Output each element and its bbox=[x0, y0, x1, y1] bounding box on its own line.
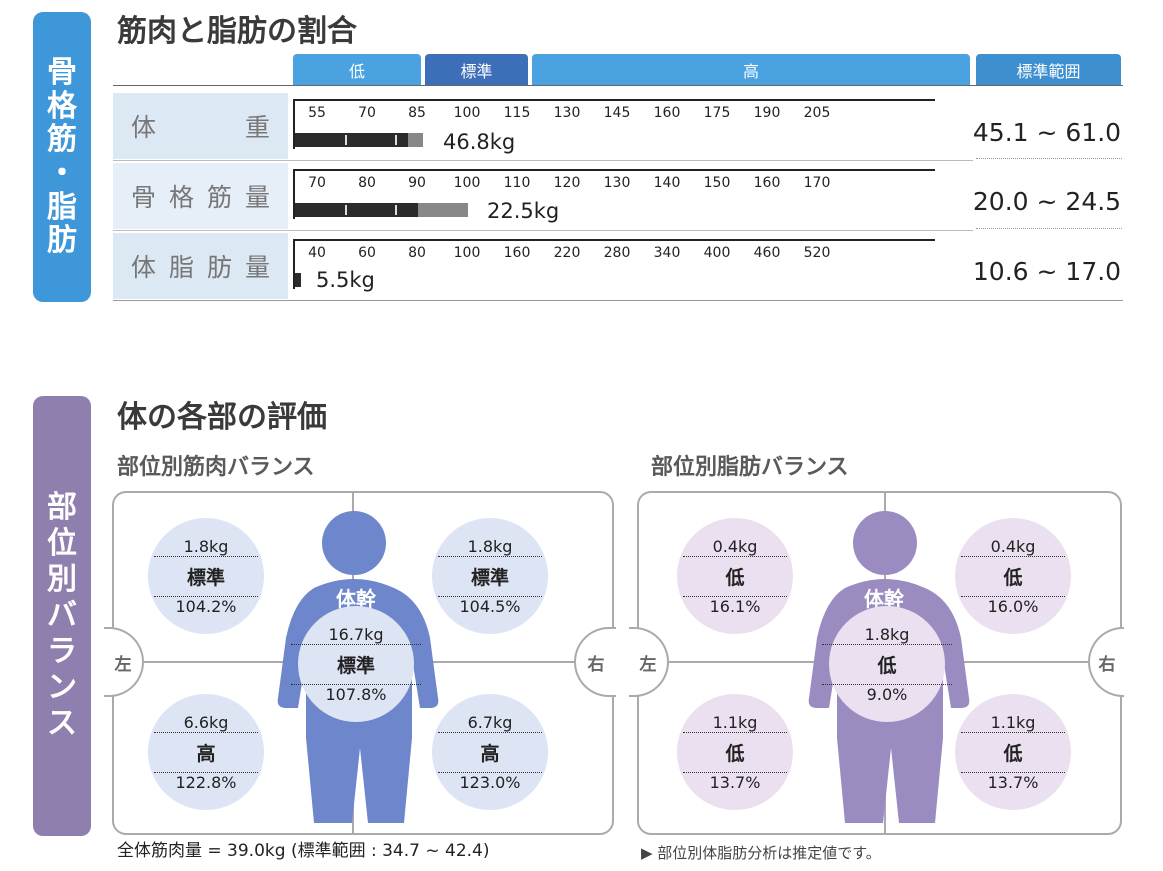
skeletal-muscle-scale: 70 80 90 100 110 120 130 140 150 160 170 bbox=[293, 163, 935, 225]
weight-range: 45.1 ~ 61.0 bbox=[972, 118, 1122, 147]
scale-tick-label: 190 bbox=[753, 105, 781, 121]
fat-balance-subtitle: 部位別脂肪バランス bbox=[651, 455, 849, 480]
scale-tick-label: 130 bbox=[603, 175, 631, 191]
header-standard: 標準 bbox=[425, 54, 528, 85]
fat-left-leg: 1.1kg 低 13.7% bbox=[677, 694, 793, 810]
skeletal-muscle-range: 20.0 ~ 24.5 bbox=[972, 187, 1122, 216]
scale-tick-label: 80 bbox=[358, 175, 376, 191]
value-bar-separator bbox=[345, 135, 347, 145]
weight-scale: 55 70 85 100 115 130 145 160 175 190 205 bbox=[293, 93, 935, 155]
tab-char: 格 bbox=[47, 88, 77, 124]
row-divider bbox=[113, 230, 973, 231]
value-bar-dark bbox=[295, 273, 301, 287]
tab-char: ン bbox=[47, 670, 77, 705]
body-fat-range: 10.6 ~ 17.0 bbox=[972, 257, 1122, 286]
tab-char: 別 bbox=[47, 562, 77, 597]
value-bar-separator bbox=[345, 205, 347, 215]
tab-char: 位 bbox=[47, 526, 77, 561]
scale-tick-label: 520 bbox=[803, 245, 831, 261]
section1-title: 筋肉と脂肪の割合 bbox=[117, 14, 357, 49]
tab-char: 脂 bbox=[47, 189, 77, 225]
scale-tick-label: 150 bbox=[703, 175, 731, 191]
scale-tick-label: 160 bbox=[753, 175, 781, 191]
muscle-left-leg: 6.6kg 高 122.8% bbox=[148, 694, 264, 810]
value-bar-dark bbox=[295, 203, 418, 217]
value-bar bbox=[295, 203, 468, 217]
scale-tick-label: 340 bbox=[653, 245, 681, 261]
value-bar-dark bbox=[295, 133, 408, 147]
muscle-left-arm: 1.8kg 標準 104.2% bbox=[148, 518, 264, 634]
scale-tick-label: 80 bbox=[408, 245, 426, 261]
fat-left-arm: 0.4kg 低 16.1% bbox=[677, 518, 793, 634]
scale-tick-label: 160 bbox=[653, 105, 681, 121]
row-label-skeletal-muscle: 骨 格 筋 量 bbox=[113, 163, 288, 229]
tab-char: ラ bbox=[47, 634, 77, 669]
scale-tick-label: 280 bbox=[603, 245, 631, 261]
skeletal-muscle-value: 22.5kg bbox=[487, 199, 560, 223]
body-fat-scale: 40 60 80 100 160 220 280 340 400 460 520 bbox=[293, 233, 935, 295]
tab-char: 骨 bbox=[47, 55, 77, 91]
fat-right-leg: 1.1kg 低 13.7% bbox=[955, 694, 1071, 810]
tab-char: バ bbox=[47, 598, 77, 633]
scale-tick-label: 140 bbox=[653, 175, 681, 191]
scale-tick-label: 70 bbox=[358, 105, 376, 121]
scale-tick-label: 120 bbox=[553, 175, 581, 191]
scale-tick-label: 130 bbox=[553, 105, 581, 121]
muscle-right-leg: 6.7kg 高 123.0% bbox=[432, 694, 548, 810]
value-bar-separator bbox=[395, 135, 397, 145]
value-bar-light bbox=[418, 203, 468, 217]
header-low: 低 bbox=[293, 54, 421, 85]
scale-tick-label: 460 bbox=[753, 245, 781, 261]
tab-char: 部 bbox=[47, 490, 77, 525]
tab-char: ・ bbox=[47, 156, 77, 191]
header-high: 高 bbox=[532, 54, 970, 85]
scale-tick-label: 85 bbox=[408, 105, 426, 121]
section1-bottom-line bbox=[113, 300, 1123, 301]
muscle-footnote: 全体筋肉量 = 39.0kg (標準範囲 : 34.7 ~ 42.4) bbox=[117, 841, 490, 861]
row-divider bbox=[976, 228, 1122, 229]
fat-right-arm: 0.4kg 低 16.0% bbox=[955, 518, 1071, 634]
row-label-weight: 体 重 bbox=[113, 93, 288, 159]
header-range: 標準範囲 bbox=[976, 54, 1121, 85]
scale-tick-label: 100 bbox=[453, 175, 481, 191]
section-tab-segmental-balance: 部 位 別 バ ラ ン ス bbox=[33, 396, 91, 836]
muscle-right-arm: 1.8kg 標準 104.5% bbox=[432, 518, 548, 634]
scale-tick-label: 400 bbox=[703, 245, 731, 261]
scale-tick-label: 60 bbox=[358, 245, 376, 261]
row-divider bbox=[976, 158, 1122, 159]
scale-tick-label: 170 bbox=[803, 175, 831, 191]
header-underline bbox=[113, 85, 1123, 86]
scale-tick-label: 55 bbox=[308, 105, 326, 121]
tab-char: ス bbox=[47, 706, 77, 741]
muscle-balance-subtitle: 部位別筋肉バランス bbox=[117, 455, 315, 480]
scale-tick-label: 115 bbox=[503, 105, 531, 121]
scale-tick-label: 205 bbox=[803, 105, 831, 121]
row-divider bbox=[113, 160, 973, 161]
scale-tick-label: 145 bbox=[603, 105, 631, 121]
tab-char: 肪 bbox=[47, 223, 77, 259]
scale-tick-label: 110 bbox=[503, 175, 531, 191]
weight-value: 46.8kg bbox=[443, 130, 516, 154]
scale-tick-label: 100 bbox=[453, 245, 481, 261]
scale-tick-label: 70 bbox=[308, 175, 326, 191]
section2-title: 体の各部の評価 bbox=[117, 400, 327, 435]
fat-footnote: ▶ 部位別体脂肪分析は推定値です。 bbox=[641, 844, 881, 862]
section-tab-skeletal-fat: 骨 格 筋 ・ 脂 肪 bbox=[33, 12, 91, 302]
value-bar bbox=[295, 133, 423, 147]
scale-tick-label: 100 bbox=[453, 105, 481, 121]
muscle-trunk: 16.7kg 標準 107.8% bbox=[291, 606, 421, 722]
scale-tick-label: 90 bbox=[408, 175, 426, 191]
tab-char: 筋 bbox=[47, 122, 77, 158]
fat-trunk: 1.8kg 低 9.0% bbox=[822, 606, 952, 722]
value-bar-separator bbox=[395, 205, 397, 215]
scale-tick-label: 40 bbox=[308, 245, 326, 261]
value-bar-light bbox=[408, 133, 423, 147]
value-bar bbox=[295, 273, 301, 287]
row-label-body-fat: 体 脂 肪 量 bbox=[113, 233, 288, 299]
scale-tick-label: 160 bbox=[503, 245, 531, 261]
body-fat-value: 5.5kg bbox=[316, 268, 375, 292]
scale-tick-label: 220 bbox=[553, 245, 581, 261]
scale-tick-label: 175 bbox=[703, 105, 731, 121]
